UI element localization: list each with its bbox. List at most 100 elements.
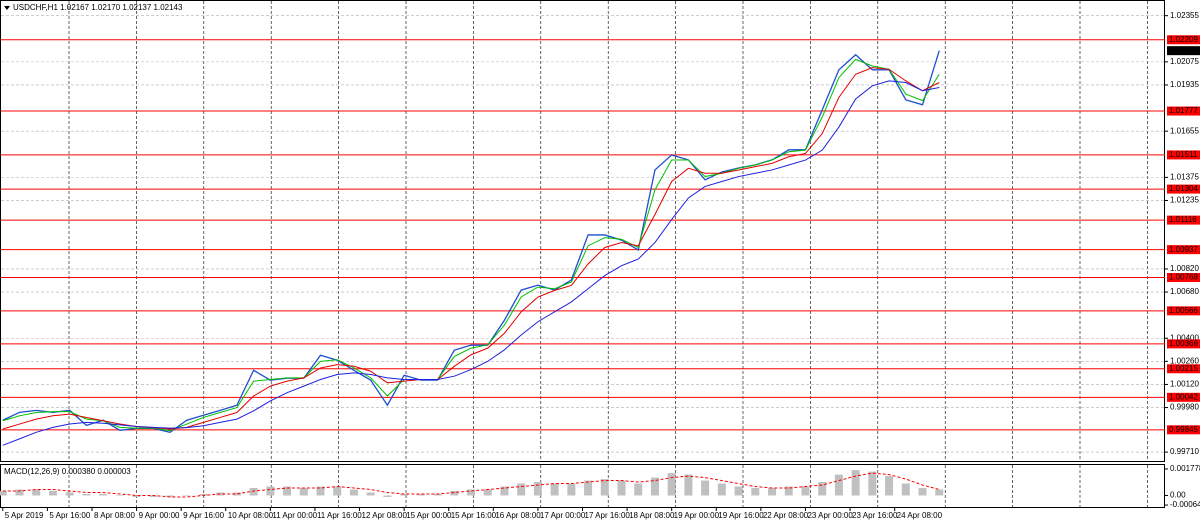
macd-bar xyxy=(533,482,542,496)
y-tick-label: 0.00 xyxy=(1170,491,1186,500)
macd-bar xyxy=(266,486,275,496)
macd-bar xyxy=(349,489,358,496)
y-tick-label: 1.00260 xyxy=(1170,356,1199,365)
x-tick-label: 12 Apr 08:00 xyxy=(362,511,408,520)
level-tag xyxy=(1167,245,1200,255)
macd-bar xyxy=(115,495,124,496)
macd-bar xyxy=(768,488,777,496)
x-tick-label: 23 Apr 16:00 xyxy=(852,511,898,520)
y-tick-label: -0.000642 xyxy=(1170,500,1200,509)
level-label: 1.01116 xyxy=(1169,215,1197,224)
macd-bar xyxy=(517,483,526,496)
macd-bar xyxy=(868,471,877,496)
macd-bar xyxy=(383,495,392,497)
macd-bar xyxy=(316,486,325,496)
level-tag xyxy=(1167,306,1200,316)
macd-bar xyxy=(99,493,108,496)
macd-bar xyxy=(751,488,760,496)
x-tick-label: 9 Apr 16:00 xyxy=(183,511,224,520)
level-tag xyxy=(1167,425,1200,435)
macd-bar xyxy=(32,489,41,496)
level-label: 1.01777 xyxy=(1169,106,1198,115)
macd-bar xyxy=(366,492,375,496)
y-tick-label: 1.01655 xyxy=(1170,126,1199,135)
signal-line xyxy=(2,472,940,498)
panel-title: USDCHF,H1 1.02167 1.02170 1.02137 1.0214… xyxy=(13,3,183,12)
macd-bar xyxy=(416,493,425,496)
macd-bar xyxy=(483,489,492,496)
macd-bar xyxy=(48,490,57,496)
level-label: 1.00768 xyxy=(1169,273,1198,282)
macd-bar xyxy=(935,489,944,496)
level-tag xyxy=(1167,150,1200,160)
moving-average xyxy=(2,80,940,446)
y-tick-label: 1.01935 xyxy=(1170,80,1199,89)
level-tag xyxy=(1167,364,1200,374)
level-label: 1.00366 xyxy=(1169,339,1198,348)
level-label: 0.99845 xyxy=(1169,425,1198,434)
macd-bar xyxy=(166,495,175,497)
macd-panel-frame xyxy=(0,464,1165,508)
macd-bar xyxy=(834,474,843,496)
macd-bar xyxy=(132,495,141,497)
macd-bar xyxy=(600,479,609,496)
x-tick-label: 23 Apr 00:00 xyxy=(807,511,853,520)
menu-arrow[interactable] xyxy=(4,6,10,10)
macd-bar xyxy=(182,495,191,496)
x-tick-label: 11 Apr 00:00 xyxy=(272,511,317,520)
x-tick-label: 18 Apr 08:00 xyxy=(629,511,675,520)
macd-bar xyxy=(283,486,292,496)
level-tag xyxy=(1167,184,1200,194)
y-tick-label: 0.001778 xyxy=(1170,464,1200,473)
level-tag xyxy=(1167,106,1200,116)
macd-bar xyxy=(818,482,827,496)
macd-bar xyxy=(885,476,894,496)
macd-bar xyxy=(500,486,509,496)
macd-bar xyxy=(701,480,710,496)
panel-title: MACD(12,26,9) 0.000380 0.000003 xyxy=(4,467,131,476)
macd-bar xyxy=(232,492,241,496)
level-label: 1.01304 xyxy=(1169,184,1198,193)
level-tag xyxy=(1167,35,1200,45)
x-tick-label: 5 Apr 16:00 xyxy=(49,511,90,520)
x-tick-label: 17 Apr 16:00 xyxy=(585,511,631,520)
macd-bar xyxy=(450,490,459,496)
level-label: 1.00937 xyxy=(1169,245,1198,254)
x-tick-label: 19 Apr 00:00 xyxy=(674,511,720,520)
level-label: 1.00215 xyxy=(1169,364,1198,373)
y-tick-label: 1.00120 xyxy=(1170,380,1199,389)
macd-bar xyxy=(0,490,7,496)
macd-bar xyxy=(684,474,693,496)
x-tick-label: 10 Apr 08:00 xyxy=(228,511,274,520)
x-tick-label: 19 Apr 16:00 xyxy=(718,511,764,520)
macd-bar xyxy=(918,488,927,496)
macd-bar xyxy=(784,486,793,496)
x-tick-label: 16 Apr 08:00 xyxy=(495,511,541,520)
level-tag xyxy=(1167,273,1200,283)
y-tick-label: 1.01375 xyxy=(1170,172,1199,181)
x-tick-label: 5 Apr 2019 xyxy=(5,511,44,520)
x-tick-label: 22 Apr 08:00 xyxy=(763,511,809,520)
main-panel-frame xyxy=(0,0,1165,462)
level-label: 1.00042 xyxy=(1169,392,1198,401)
macd-bar xyxy=(584,480,593,496)
macd-bar xyxy=(801,486,810,496)
macd-bar xyxy=(901,483,910,496)
price-line xyxy=(2,50,940,434)
macd-bar xyxy=(717,483,726,496)
x-tick-label: 9 Apr 00:00 xyxy=(139,511,180,520)
level-label: 1.00566 xyxy=(1169,306,1198,315)
macd-bar xyxy=(299,488,308,496)
y-tick-label: 1.02355 xyxy=(1170,11,1199,20)
y-tick-label: 0.99980 xyxy=(1170,403,1199,412)
y-tick-label: 1.01235 xyxy=(1170,196,1199,205)
macd-bar xyxy=(851,470,860,496)
macd-bar xyxy=(15,489,24,496)
macd-bar xyxy=(650,477,659,496)
level-tag xyxy=(1167,215,1200,225)
level-tag xyxy=(1167,392,1200,402)
x-tick-label: 17 Apr 00:00 xyxy=(540,511,586,520)
x-tick-label: 24 Apr 08:00 xyxy=(897,511,943,520)
macd-bar xyxy=(634,483,643,496)
